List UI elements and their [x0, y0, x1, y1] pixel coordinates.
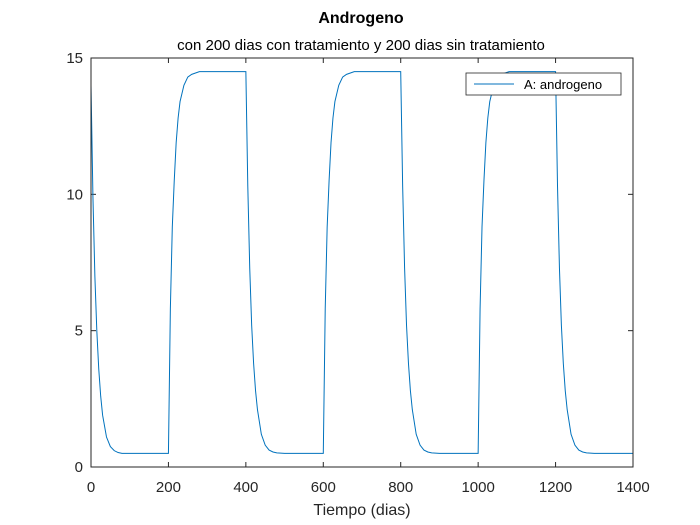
legend: A: androgeno [465, 72, 622, 96]
x-tick-label: 400 [233, 479, 258, 496]
x-axis: 0 200 400 600 800 1000 1200 1400 [87, 58, 650, 496]
x-tick-label: 1200 [539, 479, 572, 496]
chart-title: Androgeno [318, 10, 404, 27]
y-tick-label: 15 [66, 50, 83, 67]
legend-box [465, 72, 622, 96]
y-tick-label: 5 [75, 323, 83, 340]
plot-area [91, 58, 633, 467]
x-tick-label: 0 [87, 479, 95, 496]
y-tick-label: 10 [66, 186, 83, 203]
legend-label-androgeno: A: androgeno [524, 77, 602, 92]
x-tick-label: 1000 [461, 479, 494, 496]
x-tick-label: 800 [388, 479, 413, 496]
chart-subtitle: con 200 dias con tratamiento y 200 dias … [177, 37, 545, 54]
plot-frame [90, 57, 634, 468]
series-line-androgeno [91, 71, 633, 454]
y-tick-label: 0 [75, 459, 83, 476]
x-tick-label: 600 [311, 479, 336, 496]
x-tick-label: 1400 [616, 479, 649, 496]
x-axis-label: Tiempo (dias) [313, 502, 410, 519]
x-tick-label: 200 [156, 479, 181, 496]
